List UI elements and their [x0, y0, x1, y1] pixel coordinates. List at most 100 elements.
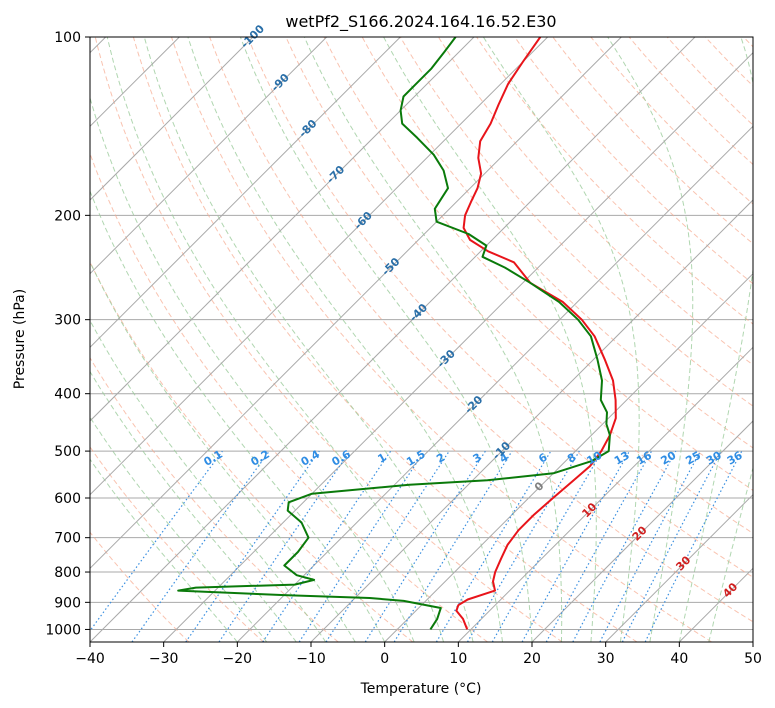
x-tick-label: 10 [449, 651, 467, 667]
dry-adiabat [399, 37, 753, 407]
dry-adiabat [590, 37, 753, 205]
y-axis: 100 200 300 400 500 600 700 800 900 1000 [45, 30, 90, 638]
y-tick-label: 300 [54, 313, 81, 329]
mixing-ratio-line [90, 450, 223, 632]
moist-adiabat [90, 319, 327, 642]
y-tick-label: 200 [54, 208, 81, 224]
x-tick-label: −40 [75, 651, 105, 667]
dewpoint-line [177, 37, 611, 630]
dry-adiabat [476, 37, 753, 325]
mixing-ratio-line [298, 450, 425, 642]
x-tick-label: −10 [296, 651, 326, 667]
moist-adiabat [90, 260, 356, 642]
dry-adiabat [90, 152, 488, 642]
isotherm [90, 37, 328, 275]
moist-adiabat [482, 37, 640, 642]
isoline-labels: 0.1 0.2 0.4 0.6 1 1.5 2 3 4 6 8 10 13 16 20 25 30 36-100-… [201, 22, 744, 600]
y-tick-label: 100 [54, 30, 81, 46]
dry-adiabat [666, 37, 753, 126]
isotherm [90, 37, 401, 349]
moist-adiabat [90, 458, 238, 642]
isotherm-label: -20 [462, 393, 485, 416]
dry-adiabat [209, 37, 753, 623]
mixing-ratio-line [572, 450, 677, 642]
y-axis-label: Pressure (hPa) [12, 289, 28, 389]
isotherm [310, 199, 753, 642]
y-tick-label: 1000 [45, 622, 81, 638]
x-tick-label: 0 [380, 651, 389, 667]
dry-adiabat [171, 37, 712, 642]
mixing-ratio-label: 3 [471, 451, 484, 466]
moist-adiabat [678, 37, 753, 642]
mixing-ratio-line [185, 450, 320, 642]
moist-adiabat [90, 189, 386, 642]
mixing-ratio-label: 8 [565, 451, 578, 466]
x-tick-label: 30 [597, 651, 615, 667]
mixing-ratio-line [262, 450, 392, 642]
mixing-ratio-line [599, 450, 702, 642]
isotherm [457, 346, 753, 642]
y-tick-label: 500 [54, 444, 81, 460]
moist-adiabat [106, 37, 445, 642]
isotherm [90, 37, 696, 642]
moist-adiabat [90, 416, 268, 642]
isotherm [236, 125, 753, 642]
x-tick-label: 20 [523, 651, 541, 667]
mixing-ratio-line [644, 450, 743, 642]
y-tick-label: 900 [54, 595, 81, 611]
dry-adiabat [94, 37, 563, 642]
isotherm [163, 51, 753, 642]
mixing-ratio-line [393, 450, 513, 642]
x-tick-label: 40 [670, 651, 688, 667]
dry-adiabat [285, 37, 753, 535]
chart-title: wetPf2_S166.2024.164.16.52.E30 [285, 12, 556, 32]
moist-adiabat [143, 37, 474, 642]
dry-adiabat [323, 37, 753, 491]
isotherm [90, 37, 549, 496]
isotherm [90, 37, 622, 570]
mixing-ratio-line [325, 450, 450, 642]
x-tick-label: −20 [223, 651, 253, 667]
y-tick-label: 600 [54, 491, 81, 507]
isotherm [752, 641, 753, 642]
profile-lines [177, 37, 617, 630]
isotherm [90, 37, 254, 201]
dry-adiabat [704, 37, 753, 87]
mixing-ratio-label: 6 [536, 450, 549, 465]
dry-adiabat [743, 37, 753, 48]
dry-adiabat [90, 531, 190, 642]
temperature-line [455, 37, 617, 630]
mixing-ratio-line [218, 450, 351, 642]
mixing-ratio-line [545, 450, 653, 642]
dry-adiabat [247, 37, 753, 578]
dry-adiabat [90, 260, 414, 642]
moist-adiabat [708, 466, 753, 642]
y-tick-label: 800 [54, 565, 81, 581]
isotherm-label: -80 [296, 117, 319, 140]
moist-adiabat [607, 37, 694, 642]
isotherm-label: -60 [352, 209, 375, 232]
dry-adiabat [437, 37, 753, 366]
isotherm [90, 37, 475, 422]
mixing-ratio-line [521, 450, 631, 642]
isotherm [531, 420, 753, 642]
moist-adiabat [239, 37, 533, 642]
dry-adiabat [90, 356, 339, 642]
background-lines [90, 37, 753, 642]
mixing-ratio-line [131, 450, 270, 642]
moist-adiabat [303, 37, 563, 642]
moist-adiabat [187, 37, 503, 642]
y-tick-label: 700 [54, 531, 81, 547]
x-axis: −40 −30 −20 −10 0 10 20 30 40 50 [75, 642, 762, 667]
isotherm [605, 493, 753, 642]
y-tick-label: 400 [54, 387, 81, 403]
x-tick-label: −30 [149, 651, 179, 667]
plot-frame [89, 36, 754, 643]
dry-adiabat [132, 37, 638, 642]
isotherm [384, 272, 753, 642]
x-axis-label: Temperature (°C) [360, 681, 482, 697]
dry-adiabat [552, 37, 753, 245]
x-tick-label: 50 [744, 651, 762, 667]
moist-adiabat [383, 37, 597, 642]
